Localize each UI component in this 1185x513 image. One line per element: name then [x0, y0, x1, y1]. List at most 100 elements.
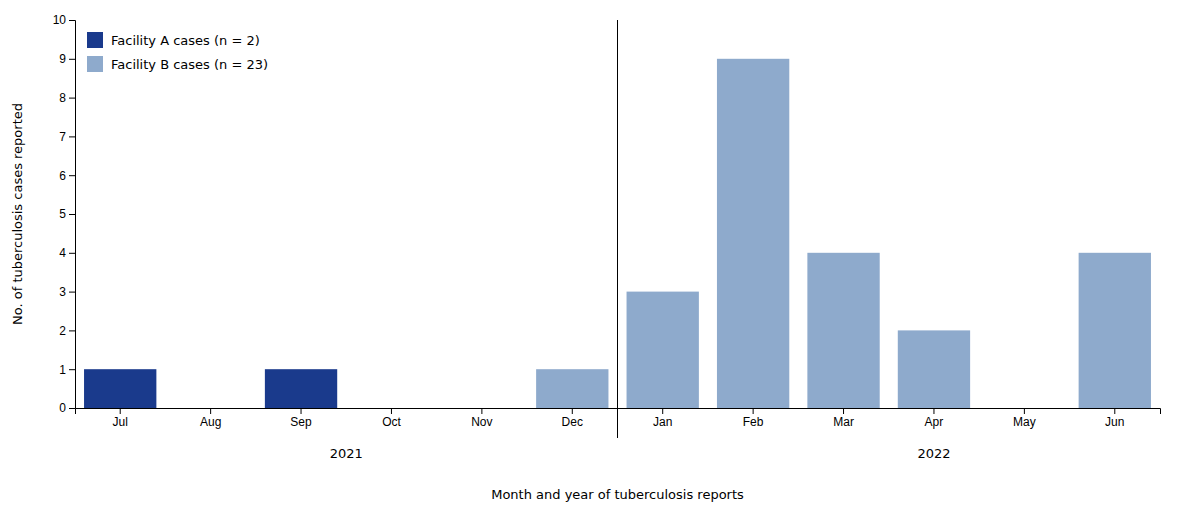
y-tick-label: 9	[59, 52, 66, 66]
bar	[898, 330, 970, 408]
bar	[627, 292, 699, 408]
y-tick-label: 3	[59, 285, 66, 299]
x-tick-mark	[572, 408, 573, 414]
bar	[627, 408, 699, 409]
bar	[536, 408, 608, 409]
x-tick: Feb	[743, 408, 764, 429]
x-tick-label: Sep	[290, 415, 312, 429]
chart: 012345678910JulAugSepOctNovDecJanFebMarA…	[0, 0, 1185, 513]
x-tick: Jul	[113, 408, 128, 429]
x-tick: Jan	[653, 408, 672, 429]
bar	[717, 408, 789, 409]
x-tick-mark	[1024, 408, 1025, 414]
x-tick-mark	[391, 408, 392, 414]
bar	[84, 369, 156, 408]
y-tick-label: 6	[59, 169, 66, 183]
legend-swatch	[87, 32, 103, 48]
y-tick-mark	[69, 408, 75, 409]
y-tick-label: 5	[59, 207, 66, 221]
bar	[717, 59, 789, 408]
series	[84, 369, 337, 408]
legend: Facility A cases (n = 2) Facility B cases…	[87, 32, 268, 72]
bar	[1079, 408, 1151, 409]
y-tick-mark	[69, 136, 75, 137]
y-tick-label: 10	[53, 13, 67, 27]
x-tick-label: May	[1013, 415, 1036, 429]
y-tick: 9	[59, 52, 75, 66]
y-tick-mark	[69, 175, 75, 176]
x-axis-title: Month and year of tuberculosis reports	[491, 487, 744, 502]
bar	[536, 369, 608, 408]
x-tick: Aug	[200, 408, 221, 429]
x-tick: Jun	[1105, 408, 1124, 429]
y-tick-mark	[69, 20, 75, 21]
y-tick: 5	[59, 207, 75, 221]
series	[536, 59, 1151, 408]
y-axis-line	[69, 21, 76, 409]
x-tick: Mar	[833, 408, 854, 429]
x-tick: Oct	[382, 408, 401, 429]
x-tick-label: Apr	[925, 415, 944, 429]
bar	[988, 408, 1060, 409]
x-tick: May	[1013, 408, 1036, 429]
bar	[174, 408, 246, 409]
y-tick: 1	[59, 363, 75, 377]
y-tick: 2	[59, 324, 75, 338]
y-tick-label: 8	[59, 91, 66, 105]
y-tick-mark	[69, 369, 75, 370]
legend-label: Facility A cases (n = 2)	[111, 33, 260, 48]
bar	[355, 408, 427, 409]
bar	[174, 408, 246, 409]
x-tick-mark	[753, 408, 754, 414]
x-tick-label: Feb	[743, 415, 764, 429]
bar	[807, 253, 879, 408]
y-tick-label: 2	[59, 324, 66, 338]
y-tick-mark	[69, 253, 75, 254]
y-tick-label: 7	[59, 130, 66, 144]
bar	[265, 369, 337, 408]
x-tick-label: Nov	[471, 415, 492, 429]
x-tick-mark	[210, 408, 211, 414]
x-tick-mark	[933, 408, 934, 414]
legend-label: Facility B cases (n = 23)	[111, 57, 268, 72]
x-tick-mark	[481, 408, 482, 414]
x-tick-label: Oct	[382, 415, 401, 429]
x-tick-mark	[120, 408, 121, 414]
x-tick-label: Dec	[562, 415, 583, 429]
bar	[1079, 253, 1151, 408]
legend-item: Facility A cases (n = 2)	[87, 32, 260, 48]
y-tick-mark	[69, 98, 75, 99]
x-tick-label: Jul	[113, 415, 128, 429]
y-tick: 10	[53, 13, 75, 27]
x-tick-label: Jun	[1105, 415, 1124, 429]
x-tick-label: Mar	[833, 415, 854, 429]
y-tick-mark	[69, 292, 75, 293]
legend-item: Facility B cases (n = 23)	[87, 56, 268, 72]
bar	[446, 408, 518, 409]
x-tick-mark	[1114, 408, 1115, 414]
x-tick: Dec	[562, 408, 583, 429]
y-tick-label: 1	[59, 363, 66, 377]
x-tick-mark	[301, 408, 302, 414]
year-label: 2022	[917, 446, 950, 461]
y-tick-mark	[69, 59, 75, 60]
y-axis: 012345678910	[53, 13, 76, 415]
plot: 012345678910JulAugSepOctNovDecJanFebMarA…	[53, 13, 1161, 461]
bar	[446, 408, 518, 409]
year-label: 2021	[330, 446, 363, 461]
y-tick: 6	[59, 169, 75, 183]
x-tick: Nov	[471, 408, 492, 429]
legend-swatch	[87, 56, 103, 72]
x-tick-mark	[843, 408, 844, 414]
x-tick: Apr	[925, 408, 944, 429]
bar	[355, 408, 427, 409]
y-tick: 8	[59, 91, 75, 105]
y-tick-mark	[69, 330, 75, 331]
bar	[988, 408, 1060, 409]
y-tick: 0	[59, 401, 75, 415]
bar	[898, 408, 970, 409]
x-tick: Sep	[290, 408, 312, 429]
x-tick-label: Jan	[653, 415, 672, 429]
x-tick-label: Aug	[200, 415, 221, 429]
y-tick: 3	[59, 285, 75, 299]
